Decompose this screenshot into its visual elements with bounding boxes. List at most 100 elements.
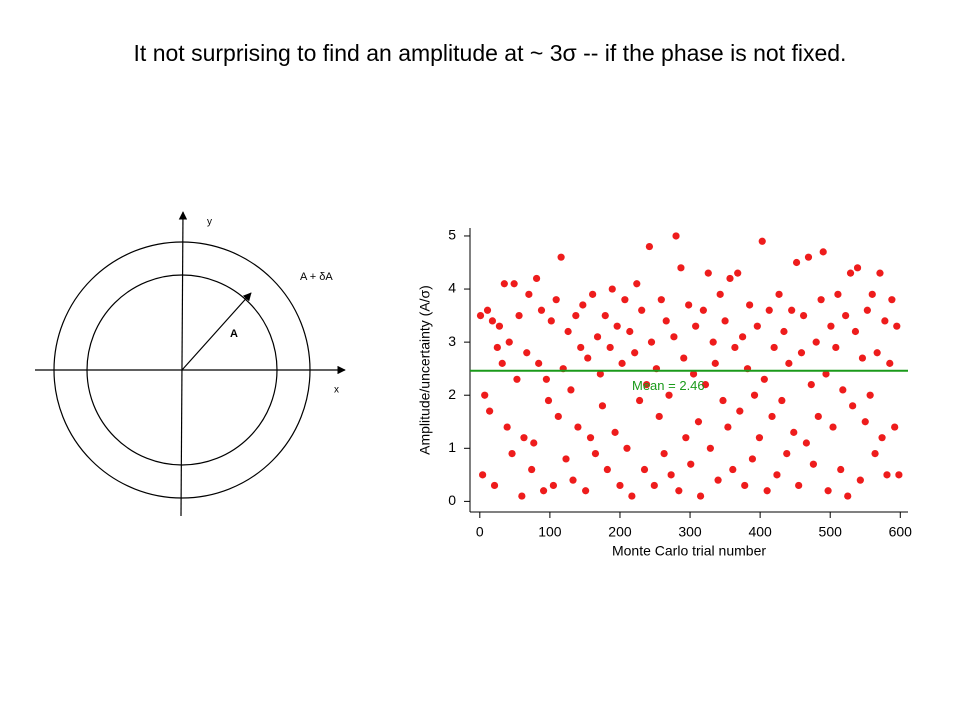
x-tick-label: 500: [819, 524, 843, 540]
point: [518, 492, 526, 500]
point: [557, 253, 565, 261]
point: [549, 481, 557, 490]
point: [868, 290, 876, 298]
point: [714, 476, 722, 484]
point: [704, 269, 712, 277]
point: [792, 258, 801, 267]
point: [611, 428, 619, 436]
point: [623, 444, 631, 452]
x-tick-label: 600: [889, 524, 913, 540]
point: [783, 450, 791, 458]
point: [724, 423, 732, 431]
point: [699, 306, 707, 314]
point: [696, 492, 705, 500]
point: [539, 487, 548, 495]
point: [886, 359, 894, 367]
y-axis-title: Amplitude/uncertainty (A/σ): [417, 285, 433, 455]
point: [788, 306, 796, 314]
point: [844, 492, 852, 500]
point: [799, 311, 808, 320]
y-tick-label: 3: [448, 333, 456, 349]
point: [667, 471, 675, 479]
point: [544, 396, 553, 405]
point: [598, 402, 607, 410]
point: [824, 487, 832, 495]
point: [525, 290, 533, 298]
point: [832, 343, 840, 352]
point: [476, 311, 485, 320]
point: [785, 359, 793, 367]
point: [618, 359, 626, 367]
point: [532, 274, 541, 283]
point: [498, 359, 506, 367]
point: [819, 248, 827, 256]
point: [572, 311, 580, 320]
point: [493, 343, 501, 352]
point: [523, 349, 531, 357]
x-label: x: [334, 385, 339, 396]
point: [535, 359, 543, 367]
point: [891, 423, 899, 431]
point: [878, 434, 886, 442]
point: [603, 465, 611, 474]
point: [608, 285, 616, 293]
y-tick-label: 0: [448, 492, 456, 508]
point: [716, 290, 724, 298]
x-axis-title: Monte Carlo trial number: [612, 543, 766, 559]
point: [851, 327, 860, 336]
point: [687, 460, 695, 468]
point: [768, 412, 776, 421]
point: [520, 434, 528, 442]
point: [755, 434, 764, 442]
point: [635, 396, 644, 405]
point: [775, 290, 783, 298]
point: [736, 407, 744, 415]
point: [822, 370, 830, 378]
point: [861, 418, 869, 426]
point: [876, 269, 884, 277]
point: [842, 311, 850, 320]
point: [758, 237, 766, 245]
point: [731, 343, 739, 352]
point: [638, 306, 646, 314]
point: [881, 317, 889, 325]
point: [827, 322, 835, 330]
point: [552, 296, 560, 304]
point: [613, 322, 621, 330]
point: [770, 343, 778, 352]
point: [505, 338, 513, 346]
point: [562, 455, 570, 463]
point: [689, 370, 698, 378]
point: [574, 423, 582, 431]
point: [760, 375, 768, 383]
point: [647, 338, 656, 346]
point: [719, 396, 727, 405]
point: [483, 306, 492, 314]
point: [488, 317, 497, 325]
point: [662, 317, 670, 325]
point: [682, 434, 690, 442]
point: [596, 370, 604, 378]
point: [537, 306, 546, 314]
y-tick-label: 1: [448, 439, 456, 455]
point: [829, 423, 837, 431]
point: [814, 412, 822, 421]
point: [834, 290, 842, 298]
point: [586, 434, 595, 442]
point: [528, 465, 536, 474]
point: [479, 471, 487, 479]
point: [853, 264, 862, 272]
point: [858, 354, 867, 362]
point: [655, 412, 663, 421]
y-tick-label: 4: [448, 280, 456, 296]
y-axis: [178, 211, 188, 517]
point: [660, 450, 668, 458]
point: [650, 481, 658, 490]
point: [734, 269, 742, 277]
point: [726, 274, 734, 283]
point: [685, 301, 693, 309]
point: [846, 269, 855, 277]
point: [812, 338, 820, 346]
point: [554, 412, 562, 421]
point: [672, 232, 680, 240]
